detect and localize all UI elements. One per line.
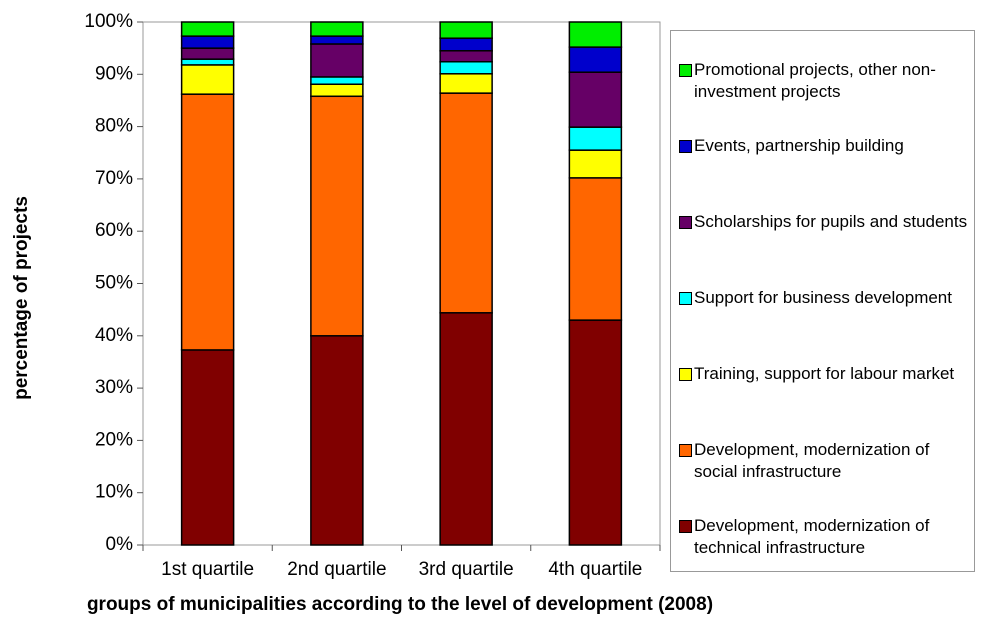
bar-segment: [568, 319, 623, 546]
bar-segment: [439, 73, 493, 94]
bar-segment: [310, 76, 364, 85]
legend-swatch: [679, 292, 692, 305]
legend-swatch: [679, 140, 692, 153]
x-tick-label: 4th quartile: [548, 559, 642, 580]
bar-segment: [310, 335, 364, 546]
bar-segment: [568, 126, 623, 151]
y-tick-label: 50%: [95, 273, 133, 294]
bar-segment: [439, 312, 493, 546]
bar-segment: [439, 60, 493, 75]
bar-segment: [568, 46, 623, 73]
x-tick-label: 1st quartile: [161, 559, 254, 580]
legend-swatch: [679, 64, 692, 77]
x-tick-label: 2nd quartile: [287, 559, 386, 580]
bar-segment: [310, 35, 364, 45]
y-tick-label: 90%: [95, 63, 133, 84]
bar-segment: [180, 47, 235, 60]
bar-segment: [180, 349, 235, 546]
legend-label: Training, support for labour market: [694, 364, 955, 383]
legend-label: Development, modernization of technical …: [694, 516, 930, 557]
bar-segment: [568, 177, 623, 321]
bar-segment: [568, 149, 623, 179]
legend-swatch: [679, 520, 692, 533]
bar-segment: [310, 43, 364, 78]
legend-swatch: [679, 444, 692, 457]
legend: Development, modernization of technical …: [670, 30, 975, 572]
bar-segment: [439, 21, 493, 39]
y-tick-label: 60%: [95, 220, 133, 241]
legend-swatch: [679, 216, 692, 229]
bar-segment: [310, 95, 364, 337]
y-tick-label: 30%: [95, 377, 133, 398]
bar-segment: [310, 21, 364, 37]
bar-segment: [439, 37, 493, 52]
legend-label: Events, partnership building: [694, 136, 904, 155]
bar-segment: [568, 21, 623, 48]
y-tick-label: 10%: [95, 482, 133, 503]
legend-label: Development, modernization of social inf…: [694, 440, 930, 481]
bar-segment: [180, 64, 235, 95]
y-axis-label: percentage of projects: [11, 196, 32, 400]
y-tick-label: 0%: [106, 534, 134, 555]
y-tick-label: 100%: [84, 11, 133, 32]
bar-segment: [180, 21, 235, 37]
x-tick-label: 3rd quartile: [419, 559, 514, 580]
y-tick-label: 70%: [95, 168, 133, 189]
bar-segment: [180, 93, 235, 351]
legend-label: Promotional projects, other non-investme…: [694, 60, 936, 101]
bar-segment: [439, 50, 493, 63]
bar-segment: [310, 83, 364, 98]
legend-swatch: [679, 368, 692, 381]
bar-segment: [180, 58, 235, 66]
legend-label: Support for business development: [694, 288, 952, 307]
bar-segment: [180, 35, 235, 49]
y-tick-label: 40%: [95, 325, 133, 346]
bar-segment: [568, 71, 623, 128]
y-tick-label: 80%: [95, 116, 133, 137]
bar-segment: [439, 92, 493, 314]
x-axis-label: groups of municipalities according to th…: [87, 594, 713, 615]
y-tick-label: 20%: [95, 429, 133, 450]
legend-label: Scholarships for pupils and students: [694, 212, 968, 231]
